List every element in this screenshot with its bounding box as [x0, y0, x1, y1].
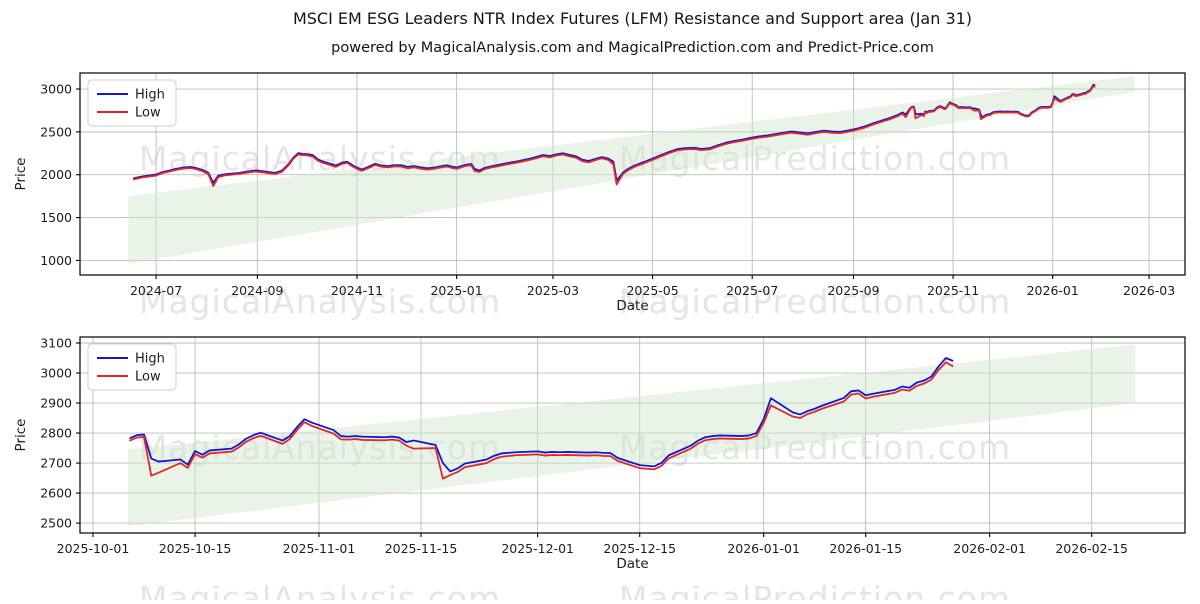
- y-tick-label: 2500: [40, 124, 72, 139]
- x-tick-label: 2024-11: [331, 283, 383, 298]
- bottom-chart: 2025-10-01 2025-10-15 2025-11-01 2025-11-15…: [13, 336, 1186, 572]
- y-tick-label: 2500: [40, 516, 72, 531]
- bottom-chart-x-axis: 2025-10-01 2025-10-15 2025-11-01 2025-11-15…: [57, 533, 1128, 572]
- watermark-text: MagicalAnalysis.com: [139, 579, 501, 600]
- bottom-chart-border: [79, 336, 1186, 534]
- y-tick-label: 2000: [40, 167, 72, 182]
- y-tick-label: 1000: [40, 253, 72, 268]
- top-chart-y-axis: 1000 1500 2000 2500 3000 Price: [13, 82, 80, 268]
- x-tick-label: 2026-01-15: [829, 541, 902, 556]
- y-tick-label: 3100: [40, 336, 72, 351]
- y-tick-label: 1500: [40, 210, 72, 225]
- legend-box: [87, 343, 177, 391]
- x-tick-label: 2024-07: [130, 283, 182, 298]
- watermark-text: MagicalPrediction.com: [619, 139, 1011, 178]
- x-tick-label: 2025-03: [527, 283, 579, 298]
- y-tick-label: 2800: [40, 426, 72, 441]
- top-chart: 2024-07 2024-09 2024-11 2025-01 2025-03 2025-…: [13, 72, 1186, 314]
- y-tick-label: 2900: [40, 396, 72, 411]
- legend-low-label: Low: [135, 370, 161, 385]
- bottom-chart-legend: High Low: [87, 343, 177, 391]
- x-tick-label: 2025-07: [726, 283, 778, 298]
- x-tick-label: 2025-11-15: [385, 541, 458, 556]
- x-tick-label: 2025-11-01: [283, 541, 356, 556]
- y-tick-label: 2700: [40, 456, 72, 471]
- x-axis-label: Date: [616, 556, 648, 572]
- x-tick-label: 2026-02-01: [953, 541, 1026, 556]
- legend-high-label: High: [135, 88, 165, 103]
- x-tick-label: 2025-11: [927, 283, 979, 298]
- high-line: [129, 357, 954, 473]
- support-resistance-band: [128, 76, 1135, 264]
- top-chart-border: [79, 72, 1186, 276]
- page-title: MSCI EM ESG Leaders NTR Index Futures (L…: [292, 9, 973, 28]
- watermark-text: MagicalAnalysis.com: [139, 282, 501, 321]
- x-tick-label: 2025-12-15: [603, 541, 676, 556]
- legend-low-label: Low: [135, 106, 161, 121]
- y-axis-label: Price: [13, 158, 29, 191]
- x-tick-label: 2026-01-01: [727, 541, 800, 556]
- x-tick-label: 2024-09: [231, 283, 283, 298]
- x-axis-label: Date: [616, 298, 648, 314]
- x-tick-label: 2025-10-15: [159, 541, 232, 556]
- legend-high-label: High: [135, 352, 165, 367]
- x-tick-label: 2025-12-01: [501, 541, 574, 556]
- low-line: [133, 85, 1096, 187]
- x-tick-label: 2026-02-15: [1055, 541, 1128, 556]
- watermark-text: MagicalAnalysis.com: [139, 139, 501, 178]
- x-tick-label: 2025-05: [626, 283, 678, 298]
- y-tick-label: 3000: [40, 82, 72, 97]
- y-axis-label: Price: [13, 419, 29, 452]
- x-tick-label: 2025-01: [430, 283, 482, 298]
- x-tick-label: 2026-01: [1027, 283, 1079, 298]
- top-chart-x-axis: 2024-07 2024-09 2024-11 2025-01 2025-03 2025-…: [130, 275, 1175, 314]
- watermark-text: MagicalPrediction.com: [619, 428, 1011, 467]
- x-tick-label: 2026-03: [1123, 283, 1175, 298]
- top-chart-legend: High Low: [87, 79, 177, 127]
- watermark-text: MagicalPrediction.com: [619, 579, 1011, 600]
- watermark-text: MagicalAnalysis.com: [139, 428, 501, 467]
- bottom-chart-y-axis: 2500 2600 2700 2800 2900 3000 3100 Price: [13, 336, 80, 531]
- x-tick-label: 2025-09: [827, 283, 879, 298]
- legend-box: [87, 79, 177, 127]
- support-resistance-band: [127, 344, 1136, 527]
- page-subtitle: powered by MagicalAnalysis.com and Magic…: [331, 40, 934, 56]
- low-line: [129, 361, 954, 480]
- watermark-text: MagicalPrediction.com: [619, 282, 1011, 321]
- y-tick-label: 2600: [40, 486, 72, 501]
- x-tick-label: 2025-10-01: [57, 541, 130, 556]
- y-tick-label: 3000: [40, 366, 72, 381]
